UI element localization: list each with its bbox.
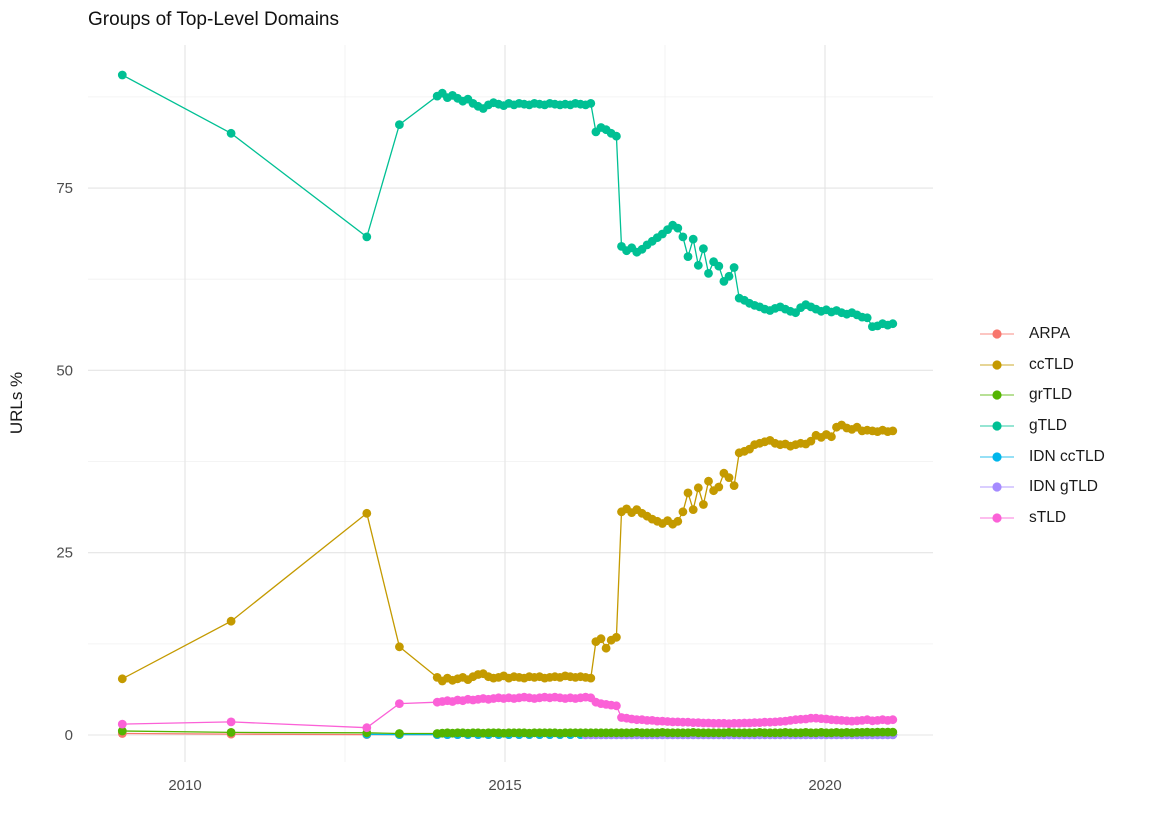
data-point bbox=[227, 617, 236, 626]
data-point bbox=[679, 233, 688, 242]
legend-key-icon bbox=[977, 477, 1017, 497]
data-point bbox=[586, 674, 595, 683]
legend-key-icon bbox=[977, 385, 1017, 405]
data-point bbox=[395, 729, 404, 738]
data-point bbox=[586, 99, 595, 108]
data-point bbox=[725, 473, 734, 482]
legend-label: ARPA bbox=[1029, 325, 1070, 343]
y-axis-title: URLs % bbox=[7, 372, 26, 434]
legend-key-dot bbox=[992, 360, 1001, 369]
data-point bbox=[118, 720, 127, 729]
data-point bbox=[118, 674, 127, 683]
series-gtld bbox=[118, 71, 897, 331]
data-point bbox=[362, 509, 371, 518]
y-tick-label: 75 bbox=[56, 180, 73, 197]
data-point bbox=[888, 728, 897, 737]
data-point bbox=[362, 723, 371, 732]
legend-key-dot bbox=[992, 421, 1001, 430]
data-point bbox=[888, 319, 897, 328]
legend-label: IDN gTLD bbox=[1029, 478, 1098, 496]
data-point bbox=[679, 507, 688, 516]
data-point bbox=[689, 235, 698, 244]
x-tick-label: 2015 bbox=[488, 777, 521, 794]
legend-key-dot bbox=[992, 513, 1001, 522]
series-line bbox=[122, 75, 893, 327]
legend-key-dot bbox=[992, 452, 1001, 461]
legend-key-icon bbox=[977, 324, 1017, 344]
data-point bbox=[602, 644, 611, 653]
data-point bbox=[612, 701, 621, 710]
data-point bbox=[714, 483, 723, 492]
data-point bbox=[704, 477, 713, 486]
data-point bbox=[730, 263, 739, 272]
data-point bbox=[673, 224, 682, 233]
legend-key-icon bbox=[977, 416, 1017, 436]
legend-item-gtld: gTLD bbox=[977, 411, 1105, 442]
legend-key-dot bbox=[992, 391, 1001, 400]
data-point bbox=[725, 272, 734, 281]
data-point bbox=[395, 699, 404, 708]
data-point bbox=[888, 427, 897, 436]
data-point bbox=[395, 642, 404, 651]
legend-label: grTLD bbox=[1029, 386, 1072, 404]
data-point bbox=[699, 244, 708, 253]
y-tick-label: 25 bbox=[56, 545, 73, 562]
y-tick-label: 0 bbox=[65, 727, 73, 744]
data-point bbox=[227, 129, 236, 138]
data-point bbox=[699, 500, 708, 509]
data-point bbox=[597, 634, 606, 643]
data-point bbox=[118, 71, 127, 80]
x-tick-label: 2010 bbox=[168, 777, 201, 794]
data-point bbox=[395, 120, 404, 129]
legend-key-dot bbox=[992, 483, 1001, 492]
data-point bbox=[227, 718, 236, 727]
legend-item-grtld: grTLD bbox=[977, 380, 1105, 411]
data-point bbox=[694, 261, 703, 270]
legend-item-arpa: ARPA bbox=[977, 319, 1105, 350]
data-point bbox=[863, 313, 872, 322]
legend-label: sTLD bbox=[1029, 509, 1066, 527]
legend-key-icon bbox=[977, 508, 1017, 528]
legend-key-dot bbox=[992, 330, 1001, 339]
data-point bbox=[362, 233, 371, 242]
data-point bbox=[730, 481, 739, 490]
data-point bbox=[827, 432, 836, 441]
legend-label: gTLD bbox=[1029, 417, 1067, 435]
data-point bbox=[689, 505, 698, 514]
data-point bbox=[673, 517, 682, 526]
legend-key-icon bbox=[977, 355, 1017, 375]
data-point bbox=[612, 633, 621, 642]
legend-key-icon bbox=[977, 447, 1017, 467]
gridlines bbox=[88, 45, 933, 762]
legend-item-cctld: ccTLD bbox=[977, 350, 1105, 381]
data-point bbox=[227, 728, 236, 737]
legend-item-stld: sTLD bbox=[977, 503, 1105, 534]
data-point bbox=[612, 132, 621, 141]
legend-label: ccTLD bbox=[1029, 356, 1074, 374]
data-point bbox=[888, 715, 897, 724]
legend-label: IDN ccTLD bbox=[1029, 448, 1105, 466]
legend: ARPA ccTLD grTLD gTLD IDN ccTLD IDN gTLD sTLD bbox=[977, 319, 1105, 533]
data-point bbox=[684, 489, 693, 498]
y-tick-label: 50 bbox=[56, 362, 73, 379]
data-point bbox=[704, 269, 713, 278]
data-point bbox=[694, 483, 703, 492]
chart-title: Groups of Top-Level Domains bbox=[88, 9, 339, 30]
data-point bbox=[684, 252, 693, 261]
data-point bbox=[714, 262, 723, 271]
legend-item-idn-gtld: IDN gTLD bbox=[977, 472, 1105, 503]
data-series bbox=[118, 71, 897, 740]
legend-item-idn-cctld: IDN ccTLD bbox=[977, 441, 1105, 472]
series-stld bbox=[118, 693, 897, 732]
x-tick-label: 2020 bbox=[808, 777, 841, 794]
